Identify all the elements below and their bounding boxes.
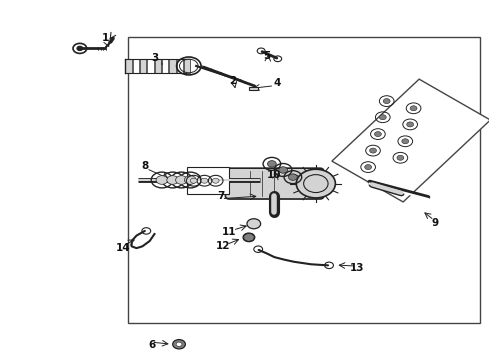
Polygon shape [184, 59, 191, 73]
Text: 1: 1 [102, 33, 109, 43]
Bar [128, 37, 480, 323]
FancyBboxPatch shape [225, 168, 324, 199]
Circle shape [289, 174, 297, 180]
Text: 10: 10 [267, 170, 282, 180]
Circle shape [402, 139, 409, 144]
Text: 6: 6 [148, 340, 156, 350]
Polygon shape [125, 59, 132, 73]
Circle shape [374, 132, 381, 136]
Circle shape [379, 115, 386, 120]
Circle shape [383, 99, 390, 104]
Circle shape [184, 176, 196, 184]
Circle shape [407, 122, 414, 127]
Text: 8: 8 [141, 161, 148, 171]
Circle shape [172, 339, 185, 349]
Polygon shape [162, 59, 169, 73]
Text: 3: 3 [151, 53, 158, 63]
Text: 4: 4 [273, 78, 280, 88]
Circle shape [397, 155, 404, 160]
Polygon shape [332, 79, 490, 202]
Circle shape [176, 342, 182, 346]
Text: 14: 14 [116, 243, 130, 253]
Polygon shape [133, 59, 139, 73]
Polygon shape [147, 59, 154, 73]
Circle shape [201, 178, 208, 183]
Text: 5: 5 [263, 51, 270, 61]
Text: 12: 12 [216, 241, 230, 251]
Circle shape [190, 178, 197, 183]
Circle shape [365, 165, 371, 170]
Circle shape [212, 178, 219, 183]
Circle shape [175, 176, 187, 184]
Bar [187, 167, 229, 194]
Text: 11: 11 [222, 227, 237, 237]
Circle shape [268, 161, 276, 167]
Polygon shape [169, 59, 176, 73]
Circle shape [247, 219, 261, 229]
Polygon shape [140, 59, 147, 73]
Text: 13: 13 [350, 263, 365, 273]
Circle shape [296, 169, 335, 198]
Text: 7: 7 [217, 191, 224, 201]
Circle shape [77, 46, 83, 50]
Circle shape [243, 233, 255, 242]
Circle shape [156, 176, 168, 184]
Text: 9: 9 [432, 218, 439, 228]
Circle shape [410, 106, 417, 111]
Text: 2: 2 [229, 76, 236, 86]
Circle shape [167, 176, 178, 184]
Bar [249, 87, 258, 90]
Polygon shape [155, 59, 161, 73]
Circle shape [369, 148, 376, 153]
Polygon shape [176, 59, 183, 73]
Circle shape [279, 167, 288, 173]
